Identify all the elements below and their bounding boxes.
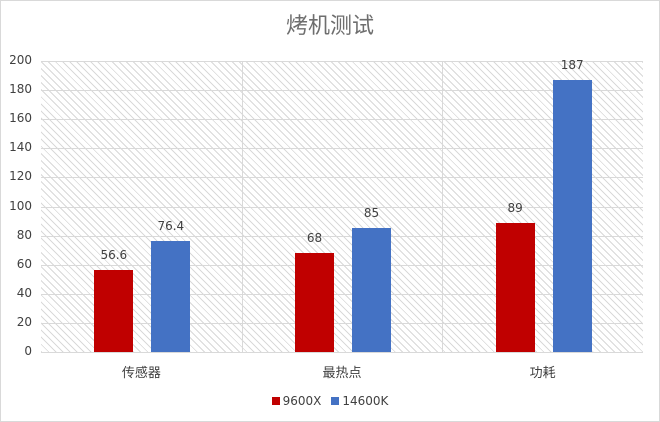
bar-14600k <box>352 228 391 352</box>
gridline <box>41 293 643 295</box>
category-label: 功耗 <box>529 366 556 381</box>
y-tick-label: 100 <box>9 198 32 213</box>
y-tick-label: 180 <box>9 82 32 97</box>
category-divider <box>241 61 243 352</box>
bar-14600k <box>151 240 191 352</box>
gridline <box>41 119 643 121</box>
gridline <box>41 264 643 266</box>
y-tick-label: 20 <box>16 314 32 329</box>
gridline <box>41 148 643 150</box>
legend-swatch-icon <box>271 397 280 405</box>
y-tick-label: 0 <box>24 344 32 358</box>
legend-item-14600k: 14600K <box>331 394 388 408</box>
gridline <box>41 90 643 92</box>
data-label: 68 <box>306 231 323 246</box>
gridline <box>41 177 643 179</box>
bar-14600k <box>552 79 592 352</box>
bar-9600x <box>295 253 334 352</box>
chart-title: 烤机测试 <box>285 14 374 39</box>
gridline <box>41 235 643 237</box>
category-label: 最热点 <box>322 366 362 381</box>
gridline <box>41 61 643 62</box>
data-label: 76.4 <box>157 218 185 233</box>
y-tick-label: 60 <box>16 256 32 271</box>
legend: 9600X 14600K <box>0 394 660 408</box>
legend-swatch-icon <box>331 397 340 405</box>
y-tick-label: 80 <box>16 227 32 242</box>
data-label: 85 <box>363 206 380 221</box>
y-tick-label: 140 <box>9 140 32 155</box>
bar-9600x <box>94 269 134 352</box>
y-tick-label: 160 <box>9 111 32 126</box>
gridline <box>41 206 643 208</box>
gridline <box>41 322 643 324</box>
legend-label: 9600X <box>282 394 322 408</box>
y-tick-label: 200 <box>9 53 32 67</box>
data-label: 187 <box>560 57 584 72</box>
category-divider <box>442 61 444 352</box>
bar-9600x <box>495 222 535 352</box>
legend-item-9600x: 9600X <box>271 394 322 408</box>
y-tick-label: 120 <box>9 169 32 184</box>
data-label: 89 <box>507 200 523 215</box>
y-tick-label: 40 <box>16 285 32 300</box>
legend-label: 14600K <box>342 394 389 408</box>
plot-area: 56.6 76.4 68 85 89 187 <box>41 57 643 353</box>
category-label: 传感器 <box>121 366 161 381</box>
data-label: 56.6 <box>100 247 128 262</box>
